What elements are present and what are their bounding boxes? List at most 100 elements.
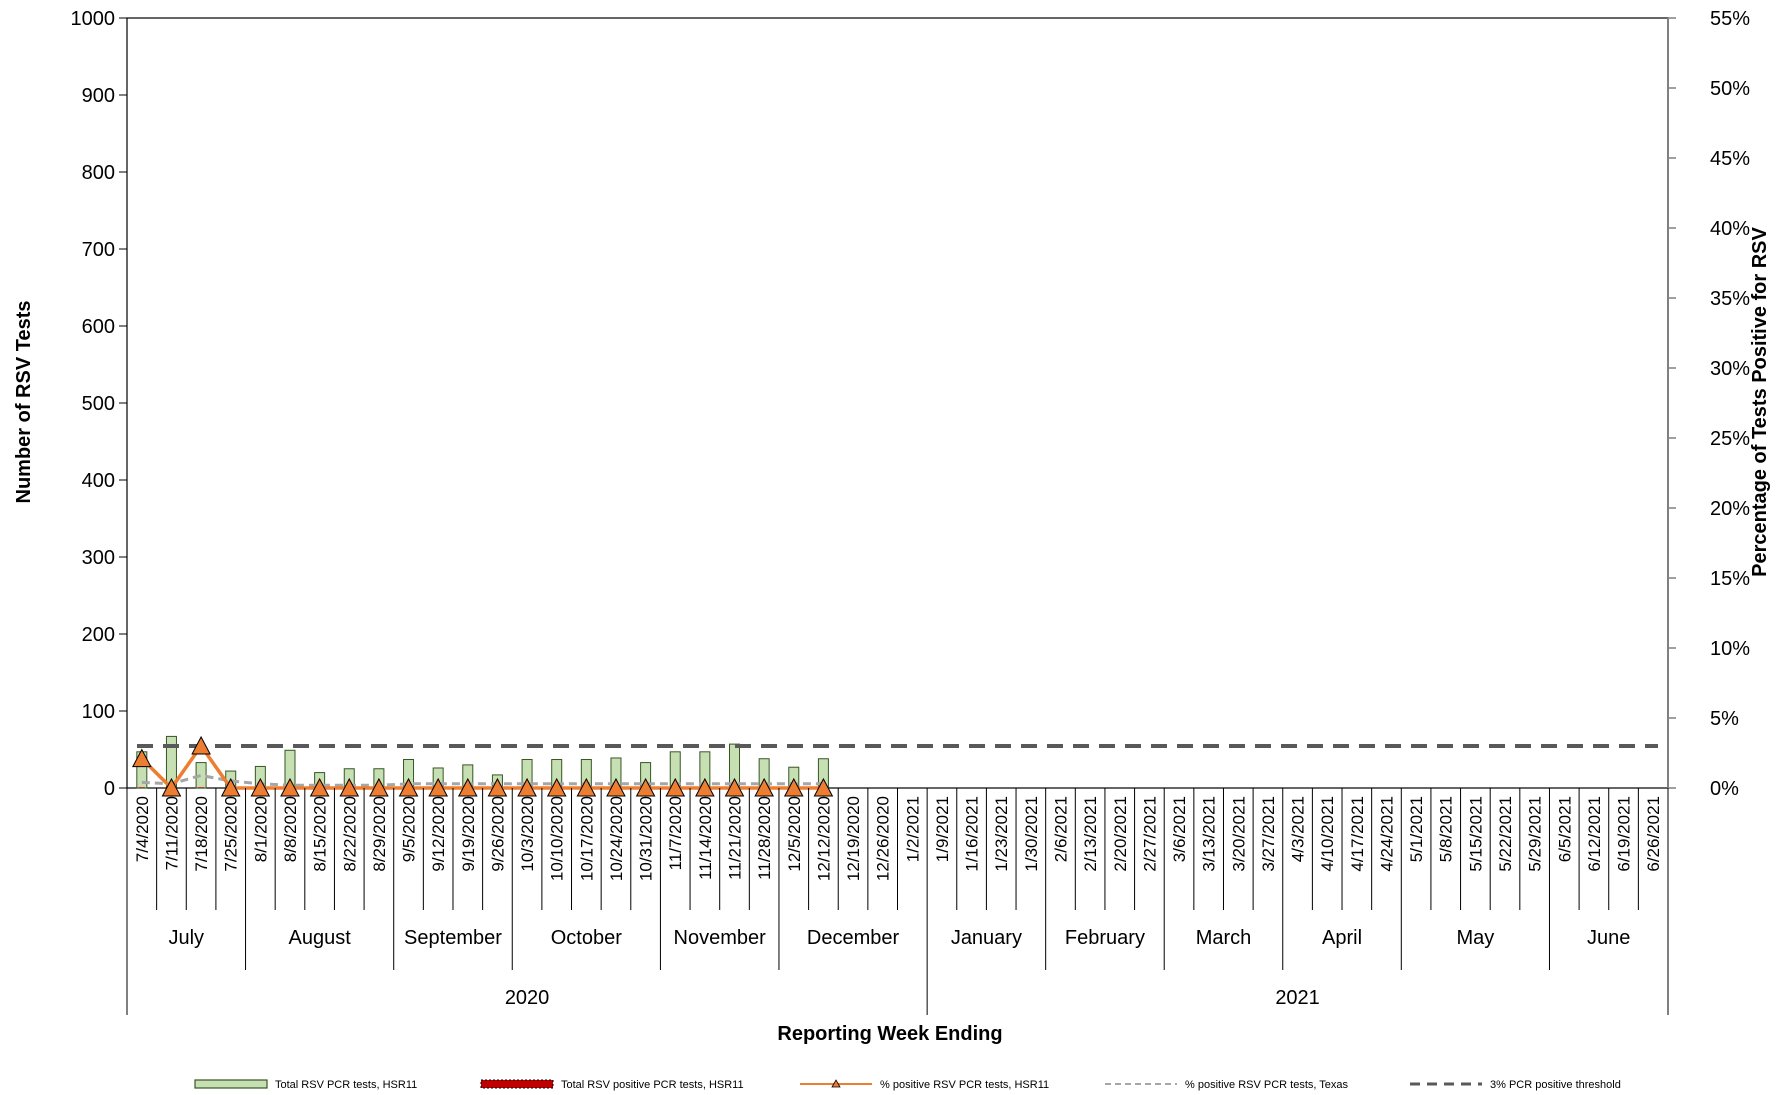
month-label: June	[1587, 927, 1630, 949]
x-tick-label: 9/26/2020	[488, 796, 507, 872]
x-tick-label: 8/8/2020	[281, 796, 300, 862]
y-tick-label: 700	[82, 239, 115, 261]
y2-tick-label: 35%	[1710, 288, 1750, 310]
hsr11-marker	[191, 735, 211, 755]
x-tick-label: 11/7/2020	[666, 796, 685, 870]
x-tick-label: 11/28/2020	[755, 796, 774, 880]
year-label: 2021	[1275, 987, 1320, 1009]
hsr11-marker	[220, 777, 241, 797]
x-tick-label: 4/3/2021	[1289, 796, 1308, 862]
y2-tick-label: 5%	[1710, 708, 1739, 730]
x-tick-label: 1/2/2021	[903, 796, 922, 862]
hsr11-marker	[695, 777, 715, 797]
x-tick-label: 10/24/2020	[607, 796, 626, 881]
legend-swatch-total-tests	[194, 1079, 268, 1089]
y-tick-label: 100	[82, 701, 115, 723]
x-tick-label: 8/22/2020	[340, 796, 359, 872]
y2-tick-label: 0%	[1710, 778, 1739, 800]
y-tick-label: 1000	[71, 8, 116, 30]
month-label: October	[551, 927, 622, 949]
series-lines	[131, 735, 1658, 797]
hsr11-marker	[309, 777, 330, 797]
x-tick-label: 8/15/2020	[311, 796, 330, 872]
month-label: November	[674, 927, 767, 949]
legend-label: % positive RSV PCR tests, Texas	[1185, 1079, 1349, 1091]
hsr11-marker	[161, 777, 182, 797]
legend-label: Total RSV positive PCR tests, HSR11	[561, 1079, 744, 1091]
x-tick-label: 2/13/2021	[1081, 796, 1100, 872]
y-tick-label: 0	[104, 778, 115, 800]
x-tick-label: 4/10/2021	[1318, 796, 1337, 872]
y-tick-label: 400	[82, 470, 115, 492]
hsr11-marker	[576, 777, 597, 797]
month-label: August	[288, 927, 351, 949]
y2-tick-label: 15%	[1710, 568, 1750, 590]
plot-area-frame	[126, 17, 1669, 789]
month-label: May	[1456, 927, 1494, 949]
legend: Total RSV PCR tests, HSR11 Total RSV posi…	[194, 1079, 1621, 1091]
x-axis-title: Reporting Week Ending	[777, 1023, 1002, 1045]
x-tick-label: 10/10/2020	[548, 796, 567, 881]
axes: 0 100 200 300 400 500 600 700 800 900 1000 0% 5% 10% 1…	[71, 8, 1751, 800]
hsr11-marker	[546, 777, 567, 797]
y-tick-label: 900	[82, 85, 115, 107]
x-tick-label: 11/14/2020	[696, 796, 715, 880]
x-tick-label: 3/20/2021	[1229, 796, 1248, 872]
x-tick-label: 6/26/2021	[1644, 796, 1663, 872]
x-tick-label: 3/6/2021	[1170, 796, 1189, 862]
x-tick-label: 11/21/2020	[726, 796, 745, 880]
month-label: April	[1322, 927, 1362, 949]
month-label: July	[168, 927, 204, 949]
x-tick-label: 9/19/2020	[459, 796, 478, 872]
y2-axis-title: Percentage of Tests Positive for RSV	[1749, 226, 1771, 576]
x-tick-label: 6/12/2021	[1585, 796, 1604, 872]
y2-tick-label: 50%	[1710, 78, 1750, 100]
x-tick-label: 3/27/2021	[1259, 796, 1278, 872]
hsr11-marker	[369, 777, 389, 797]
x-tick-label: 2/27/2021	[1140, 796, 1159, 872]
x-tick-label: 1/9/2021	[933, 796, 952, 862]
hsr11-marker	[457, 777, 478, 797]
hsr11-marker	[724, 777, 745, 797]
x-tick-label: 10/3/2020	[518, 796, 537, 872]
hsr11-marker	[665, 777, 686, 797]
y2-tick-label: 30%	[1710, 358, 1750, 380]
hsr11-marker	[635, 777, 656, 797]
x-tick-label: 2/20/2021	[1111, 796, 1130, 872]
y-axis-title: Number of RSV Tests	[13, 301, 35, 504]
hsr11-marker	[339, 777, 360, 797]
y2-tick-label: 45%	[1710, 148, 1750, 170]
x-tick-label: 3/13/2021	[1200, 796, 1219, 872]
legend-label: % positive RSV PCR tests, HSR11	[880, 1079, 1049, 1091]
month-label: March	[1196, 927, 1252, 949]
x-axis: 7/4/2020 7/11/2020 7/18/2020 7/25/2020 8/1/2…	[126, 788, 1669, 1015]
month-label: September	[404, 927, 502, 949]
x-tick-label: 5/15/2021	[1466, 796, 1485, 872]
x-tick-label: 9/12/2020	[429, 796, 448, 872]
x-tick-label: 8/1/2020	[251, 796, 270, 862]
hsr11-marker	[131, 748, 152, 768]
hsr11-marker	[250, 777, 271, 797]
hsr11-marker	[398, 777, 419, 797]
x-tick-label: 1/30/2021	[1022, 796, 1041, 872]
y2-tick-label: 20%	[1710, 498, 1750, 520]
y-tick-label: 800	[82, 162, 115, 184]
x-tick-label: 12/19/2020	[844, 796, 863, 881]
hsr11-marker	[813, 777, 834, 797]
legend-label: Total RSV PCR tests, HSR11	[275, 1079, 417, 1091]
y2-tick-label: 10%	[1710, 638, 1750, 660]
month-label: January	[951, 927, 1022, 949]
x-tick-label: 5/8/2021	[1437, 796, 1456, 862]
hsr11-marker	[428, 777, 448, 797]
x-tick-label: 5/22/2021	[1496, 796, 1515, 872]
hsr11-marker	[280, 777, 300, 797]
x-tick-label: 7/25/2020	[222, 796, 241, 872]
x-tick-label: 7/4/2020	[133, 796, 152, 862]
y-tick-label: 200	[82, 624, 115, 646]
x-tick-label: 4/24/2021	[1377, 796, 1396, 872]
y2-tick-label: 55%	[1710, 8, 1750, 30]
x-tick-label: 5/29/2021	[1526, 796, 1545, 872]
legend-label: 3% PCR positive threshold	[1490, 1079, 1621, 1091]
y2-tick-label: 25%	[1710, 428, 1750, 450]
